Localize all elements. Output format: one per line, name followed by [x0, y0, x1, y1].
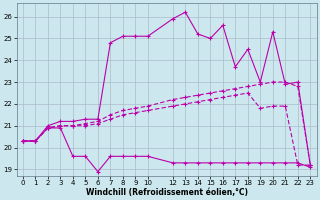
X-axis label: Windchill (Refroidissement éolien,°C): Windchill (Refroidissement éolien,°C) — [85, 188, 248, 197]
